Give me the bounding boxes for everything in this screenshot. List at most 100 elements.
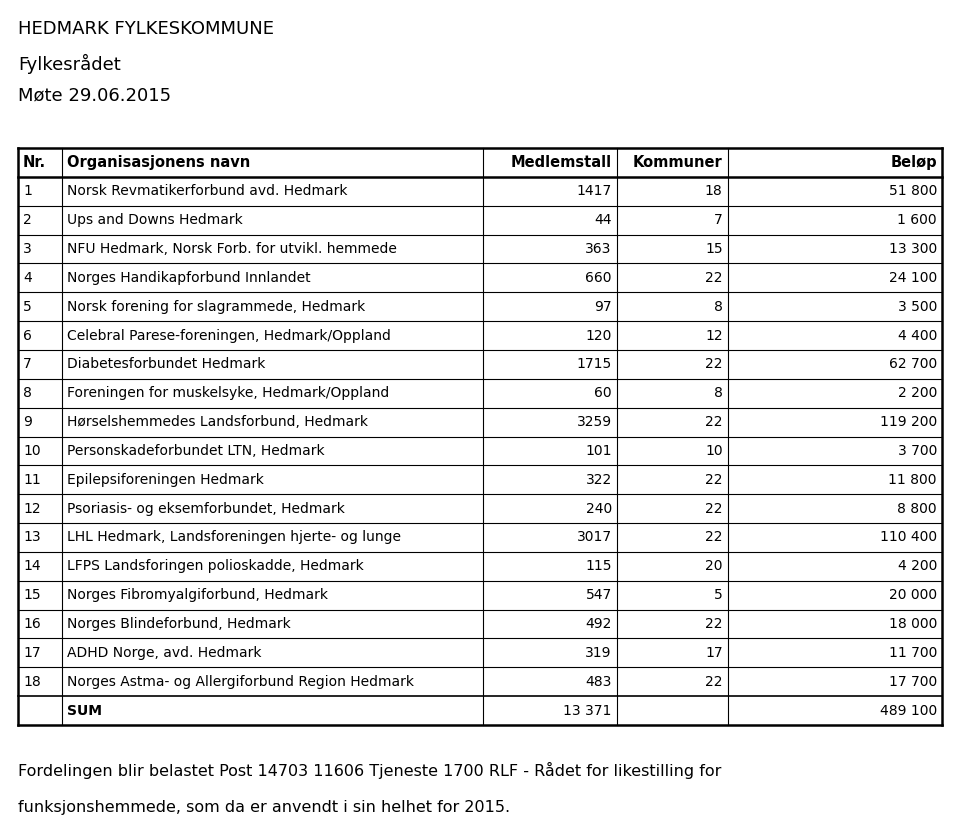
Text: Personskadeforbundet LTN, Hedmark: Personskadeforbundet LTN, Hedmark: [67, 444, 325, 458]
Text: Beløp: Beløp: [890, 155, 937, 170]
Text: 1: 1: [23, 184, 32, 198]
Text: 3017: 3017: [577, 530, 612, 544]
Text: 22: 22: [706, 473, 723, 487]
Text: Nr.: Nr.: [23, 155, 46, 170]
Text: 18: 18: [23, 675, 40, 689]
Text: 8: 8: [23, 386, 32, 400]
Text: 17: 17: [705, 646, 723, 660]
Text: LFPS Landsforingen polioskadde, Hedmark: LFPS Landsforingen polioskadde, Hedmark: [67, 559, 364, 573]
Text: 101: 101: [586, 444, 612, 458]
Text: 8 800: 8 800: [898, 502, 937, 515]
Text: 492: 492: [586, 617, 612, 631]
Text: 18 000: 18 000: [889, 617, 937, 631]
Text: 20 000: 20 000: [889, 588, 937, 602]
Text: 110 400: 110 400: [880, 530, 937, 544]
Text: 11 700: 11 700: [889, 646, 937, 660]
Text: 8: 8: [713, 299, 723, 313]
Text: Ups and Downs Hedmark: Ups and Downs Hedmark: [67, 213, 243, 227]
Text: 22: 22: [706, 270, 723, 284]
Text: 14: 14: [23, 559, 40, 573]
Text: 2: 2: [23, 213, 32, 227]
Text: 22: 22: [706, 530, 723, 544]
Text: 119 200: 119 200: [879, 415, 937, 429]
Text: funksjonshemmede, som da er anvendt i sin helhet for 2015.: funksjonshemmede, som da er anvendt i si…: [18, 800, 510, 815]
Text: Norsk forening for slagrammede, Hedmark: Norsk forening for slagrammede, Hedmark: [67, 299, 366, 313]
Text: LHL Hedmark, Landsforeningen hjerte- og lunge: LHL Hedmark, Landsforeningen hjerte- og …: [67, 530, 401, 544]
Text: 8: 8: [713, 386, 723, 400]
Text: 20: 20: [706, 559, 723, 573]
Text: 97: 97: [594, 299, 612, 313]
Text: 4 200: 4 200: [898, 559, 937, 573]
Text: 5: 5: [23, 299, 32, 313]
Text: 4 400: 4 400: [898, 328, 937, 342]
Text: 363: 363: [586, 242, 612, 256]
Text: Diabetesforbundet Hedmark: Diabetesforbundet Hedmark: [67, 357, 266, 371]
Text: 115: 115: [586, 559, 612, 573]
Text: 22: 22: [706, 357, 723, 371]
Text: 3: 3: [23, 242, 32, 256]
Text: 12: 12: [23, 502, 40, 515]
Text: 3 700: 3 700: [898, 444, 937, 458]
Text: 322: 322: [586, 473, 612, 487]
Text: Norges Astma- og Allergiforbund Region Hedmark: Norges Astma- og Allergiforbund Region H…: [67, 675, 415, 689]
Text: 16: 16: [23, 617, 40, 631]
Text: 44: 44: [594, 213, 612, 227]
Text: Celebral Parese-foreningen, Hedmark/Oppland: Celebral Parese-foreningen, Hedmark/Oppl…: [67, 328, 392, 342]
Text: NFU Hedmark, Norsk Forb. for utvikl. hemmede: NFU Hedmark, Norsk Forb. for utvikl. hem…: [67, 242, 397, 256]
Text: SUM: SUM: [67, 704, 103, 718]
Text: 10: 10: [23, 444, 40, 458]
Text: 660: 660: [586, 270, 612, 284]
Text: 483: 483: [586, 675, 612, 689]
Text: 22: 22: [706, 415, 723, 429]
Text: 3259: 3259: [577, 415, 612, 429]
Text: 9: 9: [23, 415, 32, 429]
Text: 6: 6: [23, 328, 32, 342]
Text: 15: 15: [23, 588, 40, 602]
Text: 2 200: 2 200: [898, 386, 937, 400]
Text: 547: 547: [586, 588, 612, 602]
Text: 1417: 1417: [577, 184, 612, 198]
Text: Fordelingen blir belastet Post 14703 11606 Tjeneste 1700 RLF - Rådet for likesti: Fordelingen blir belastet Post 14703 116…: [18, 762, 721, 779]
Text: HEDMARK FYLKESKOMMUNE: HEDMARK FYLKESKOMMUNE: [18, 20, 274, 38]
Text: 22: 22: [706, 675, 723, 689]
Text: 13 371: 13 371: [564, 704, 612, 718]
Text: 11: 11: [23, 473, 40, 487]
Text: 10: 10: [705, 444, 723, 458]
Text: 3 500: 3 500: [898, 299, 937, 313]
Text: 489 100: 489 100: [879, 704, 937, 718]
Text: 22: 22: [706, 617, 723, 631]
Text: 7: 7: [23, 357, 32, 371]
Text: 319: 319: [586, 646, 612, 660]
Text: Foreningen for muskelsyke, Hedmark/Oppland: Foreningen for muskelsyke, Hedmark/Oppla…: [67, 386, 390, 400]
Text: 13 300: 13 300: [889, 242, 937, 256]
Text: Norges Handikapforbund Innlandet: Norges Handikapforbund Innlandet: [67, 270, 311, 284]
Text: 18: 18: [705, 184, 723, 198]
Text: Norsk Revmatikerforbund avd. Hedmark: Norsk Revmatikerforbund avd. Hedmark: [67, 184, 348, 198]
Text: Møte 29.06.2015: Møte 29.06.2015: [18, 86, 171, 104]
Text: 62 700: 62 700: [889, 357, 937, 371]
Text: 4: 4: [23, 270, 32, 284]
Text: 1715: 1715: [577, 357, 612, 371]
Text: Medlemstall: Medlemstall: [511, 155, 612, 170]
Text: Norges Blindeforbund, Hedmark: Norges Blindeforbund, Hedmark: [67, 617, 291, 631]
Text: 24 100: 24 100: [889, 270, 937, 284]
Text: 51 800: 51 800: [889, 184, 937, 198]
Text: 13: 13: [23, 530, 40, 544]
Text: 12: 12: [705, 328, 723, 342]
Text: Organisasjonens navn: Organisasjonens navn: [67, 155, 251, 170]
Text: 120: 120: [586, 328, 612, 342]
Text: Psoriasis- og eksemforbundet, Hedmark: Psoriasis- og eksemforbundet, Hedmark: [67, 502, 346, 515]
Text: 17: 17: [23, 646, 40, 660]
Text: Norges Fibromyalgiforbund, Hedmark: Norges Fibromyalgiforbund, Hedmark: [67, 588, 328, 602]
Text: Hørselshemmedes Landsforbund, Hedmark: Hørselshemmedes Landsforbund, Hedmark: [67, 415, 369, 429]
Text: 7: 7: [714, 213, 723, 227]
Text: 240: 240: [586, 502, 612, 515]
Text: 60: 60: [594, 386, 612, 400]
Text: ADHD Norge, avd. Hedmark: ADHD Norge, avd. Hedmark: [67, 646, 262, 660]
Text: Fylkesrådet: Fylkesrådet: [18, 54, 121, 74]
Text: Epilepsiforeningen Hedmark: Epilepsiforeningen Hedmark: [67, 473, 264, 487]
Text: 1 600: 1 600: [898, 213, 937, 227]
Text: 11 800: 11 800: [889, 473, 937, 487]
Text: 17 700: 17 700: [889, 675, 937, 689]
Text: Kommuner: Kommuner: [633, 155, 723, 170]
